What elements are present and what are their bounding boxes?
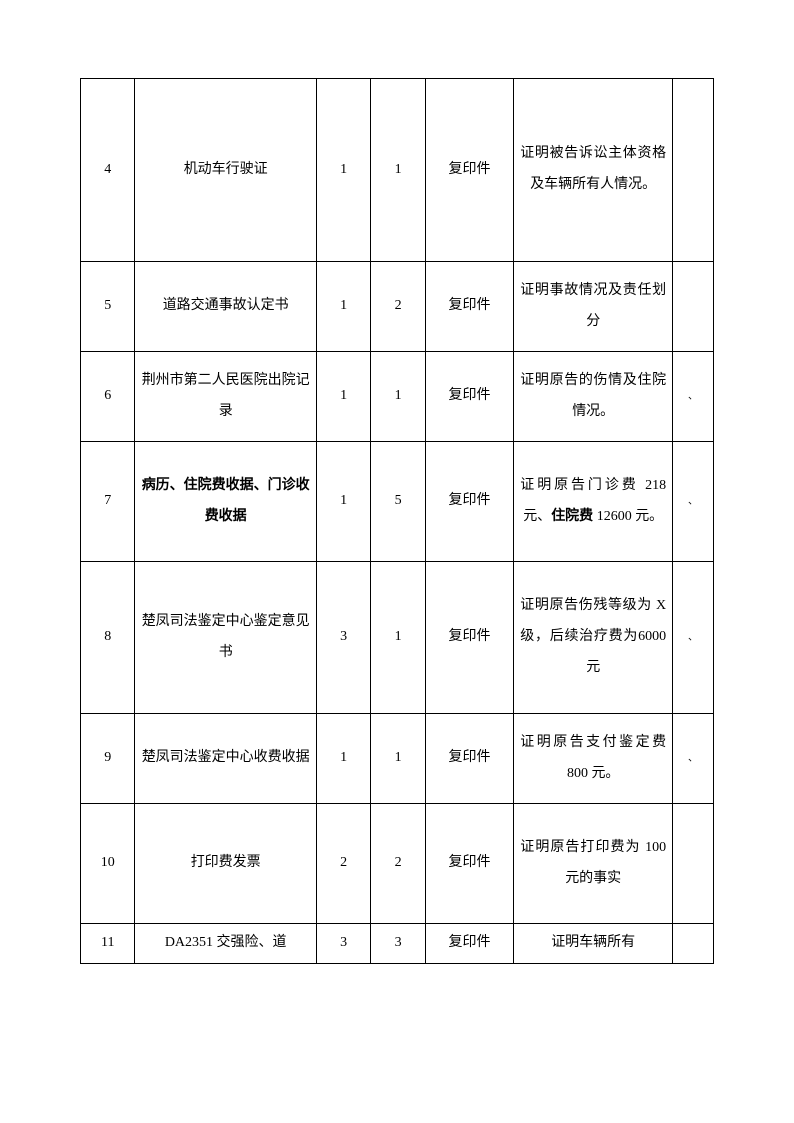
row-number: 9 — [81, 714, 135, 804]
count-2: 1 — [371, 714, 425, 804]
evidence-table-container: 4机动车行驶证11复印件证明被告诉讼主体资格及车辆所有人情况。5道路交通事故认定… — [80, 78, 714, 964]
doc-type: 复印件 — [425, 804, 513, 924]
row-number: 4 — [81, 79, 135, 262]
count-2: 3 — [371, 924, 425, 964]
description: 证明原告门诊费 218 元、住院费 12600 元。 — [514, 442, 673, 562]
row-number: 11 — [81, 924, 135, 964]
evidence-name: DA2351 交强险、道 — [135, 924, 317, 964]
row-number: 6 — [81, 352, 135, 442]
count-2: 1 — [371, 562, 425, 714]
description: 证明原告打印费为 100 元的事实 — [514, 804, 673, 924]
row-number: 10 — [81, 804, 135, 924]
mark — [673, 924, 714, 964]
doc-type: 复印件 — [425, 924, 513, 964]
evidence-name: 机动车行驶证 — [135, 79, 317, 262]
table-row: 11DA2351 交强险、道33复印件证明车辆所有 — [81, 924, 714, 964]
doc-type: 复印件 — [425, 442, 513, 562]
evidence-name: 荆州市第二人民医院出院记录 — [135, 352, 317, 442]
row-number: 8 — [81, 562, 135, 714]
count-1: 3 — [316, 924, 370, 964]
evidence-table: 4机动车行驶证11复印件证明被告诉讼主体资格及车辆所有人情况。5道路交通事故认定… — [80, 78, 714, 964]
mark — [673, 804, 714, 924]
description: 证明原告的伤情及住院情况。 — [514, 352, 673, 442]
description: 证明原告支付鉴定费 800 元。 — [514, 714, 673, 804]
count-1: 1 — [316, 442, 370, 562]
evidence-name: 病历、住院费收据、门诊收费收据 — [135, 442, 317, 562]
mark — [673, 79, 714, 262]
evidence-name: 道路交通事故认定书 — [135, 262, 317, 352]
mark — [673, 262, 714, 352]
count-2: 1 — [371, 79, 425, 262]
mark: 、 — [673, 714, 714, 804]
doc-type: 复印件 — [425, 714, 513, 804]
evidence-name: 楚凤司法鉴定中心收费收据 — [135, 714, 317, 804]
count-1: 1 — [316, 79, 370, 262]
row-number: 7 — [81, 442, 135, 562]
count-1: 1 — [316, 714, 370, 804]
table-row: 7病历、住院费收据、门诊收费收据15复印件证明原告门诊费 218 元、住院费 1… — [81, 442, 714, 562]
table-row: 6荆州市第二人民医院出院记录11复印件证明原告的伤情及住院情况。、 — [81, 352, 714, 442]
table-row: 5道路交通事故认定书12复印件证明事故情况及责任划分 — [81, 262, 714, 352]
evidence-name: 楚凤司法鉴定中心鉴定意见书 — [135, 562, 317, 714]
description: 证明车辆所有 — [514, 924, 673, 964]
count-2: 5 — [371, 442, 425, 562]
row-number: 5 — [81, 262, 135, 352]
description: 证明事故情况及责任划分 — [514, 262, 673, 352]
table-row: 10打印费发票22复印件证明原告打印费为 100 元的事实 — [81, 804, 714, 924]
count-2: 2 — [371, 262, 425, 352]
description: 证明被告诉讼主体资格及车辆所有人情况。 — [514, 79, 673, 262]
table-row: 9楚凤司法鉴定中心收费收据11复印件证明原告支付鉴定费 800 元。、 — [81, 714, 714, 804]
count-1: 3 — [316, 562, 370, 714]
count-1: 2 — [316, 804, 370, 924]
doc-type: 复印件 — [425, 352, 513, 442]
doc-type: 复印件 — [425, 79, 513, 262]
count-1: 1 — [316, 262, 370, 352]
doc-type: 复印件 — [425, 562, 513, 714]
table-row: 4机动车行驶证11复印件证明被告诉讼主体资格及车辆所有人情况。 — [81, 79, 714, 262]
mark: 、 — [673, 352, 714, 442]
doc-type: 复印件 — [425, 262, 513, 352]
evidence-name: 打印费发票 — [135, 804, 317, 924]
table-row: 8楚凤司法鉴定中心鉴定意见书31复印件证明原告伤残等级为 X 级，后续治疗费为6… — [81, 562, 714, 714]
mark: 、 — [673, 442, 714, 562]
count-2: 2 — [371, 804, 425, 924]
count-2: 1 — [371, 352, 425, 442]
count-1: 1 — [316, 352, 370, 442]
mark: 、 — [673, 562, 714, 714]
description: 证明原告伤残等级为 X 级，后续治疗费为6000 元 — [514, 562, 673, 714]
